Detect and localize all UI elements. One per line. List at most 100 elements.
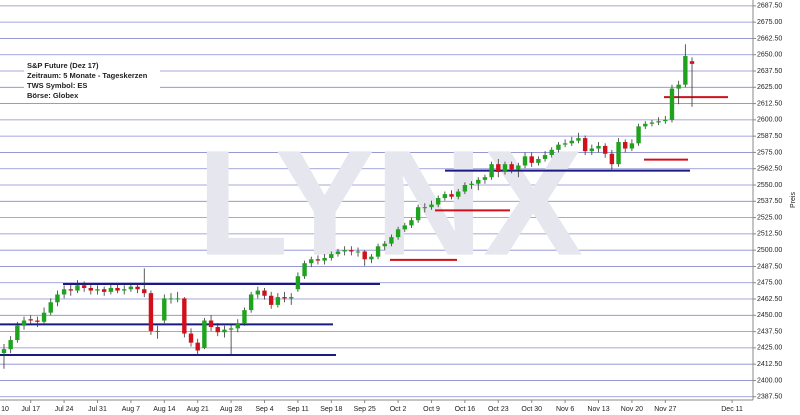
candle-body	[41, 312, 47, 322]
candle-body	[322, 257, 327, 261]
candle-body	[509, 164, 514, 170]
y-tick-label: 2387.50	[757, 394, 782, 401]
candle-body	[649, 122, 655, 124]
candle-body	[643, 123, 648, 127]
x-tick-label: Oct 16	[455, 406, 476, 413]
y-tick-label: 2650.00	[757, 52, 782, 59]
candle-body	[222, 329, 227, 333]
candle-body	[549, 149, 554, 156]
candle-body	[362, 251, 367, 260]
candle-body	[115, 287, 120, 291]
info-line: Börse: Globex	[27, 91, 79, 100]
y-tick-label: 2462.50	[757, 296, 782, 303]
candle-body	[188, 333, 194, 343]
candle-body	[75, 285, 80, 291]
y-tick-label: 2575.00	[757, 149, 782, 156]
x-tick-label: Oct 2	[390, 406, 407, 413]
x-tick-label: Oct 23	[488, 406, 509, 413]
candle-body	[623, 142, 628, 149]
x-tick-label: Aug 14	[153, 406, 175, 413]
candle-body	[95, 289, 100, 291]
candle-body	[282, 297, 287, 299]
candle-body	[369, 256, 374, 260]
candle-body	[683, 56, 688, 85]
candle-body	[375, 246, 381, 257]
candle-body	[228, 328, 234, 330]
candle-body	[476, 179, 481, 184]
watermark: LYNX	[197, 119, 583, 287]
y-tick-label: 2562.50	[757, 166, 782, 173]
y-tick-label: 2425.00	[757, 345, 782, 352]
candle-body	[449, 194, 454, 197]
info-line: Zeitraum: 5 Monate - Tageskerzen	[27, 71, 148, 80]
y-tick-label: 2450.00	[757, 312, 782, 319]
candle-body	[676, 84, 681, 89]
candle-body	[61, 289, 67, 295]
candle-body	[496, 164, 501, 172]
candle-body	[409, 220, 414, 226]
x-tick-label: Jul 31	[88, 406, 107, 413]
chart-title: S&P Future (Dez 17)	[27, 61, 99, 70]
candle-body	[429, 204, 434, 208]
candle-body	[516, 165, 521, 170]
x-tick-label: Oct 9	[423, 406, 440, 413]
x-tick-label: 10	[1, 406, 9, 413]
candle-body	[309, 259, 314, 264]
candle-body	[182, 298, 187, 334]
y-tick-label: 2525.00	[757, 214, 782, 221]
candle-body	[462, 185, 468, 192]
candle-body	[162, 298, 167, 321]
candle-body	[389, 237, 394, 244]
candle-body	[562, 143, 568, 145]
candle-body	[456, 191, 461, 197]
x-tick-label: Sep 18	[320, 406, 342, 413]
x-tick-label: Sep 25	[354, 406, 376, 413]
x-tick-label: Nov 6	[556, 406, 574, 413]
candle-body	[576, 138, 581, 141]
x-tick-label: Sep 4	[255, 406, 273, 413]
candle-body	[268, 295, 274, 305]
candle-body	[135, 286, 140, 290]
candle-body	[21, 320, 27, 326]
x-tick-label: Jul 24	[55, 406, 74, 413]
candle-body	[669, 88, 675, 120]
candle-body	[556, 144, 561, 150]
candle-body	[242, 310, 247, 324]
y-tick-label: 2662.50	[757, 35, 782, 42]
candle-body	[596, 145, 601, 149]
candle-body	[542, 155, 548, 159]
candle-body	[81, 285, 87, 288]
candle-body	[422, 207, 428, 209]
candle-body	[609, 153, 615, 165]
candle-body	[315, 259, 321, 261]
candle-body	[469, 183, 474, 186]
candle-body	[636, 126, 641, 144]
candle-body	[68, 289, 73, 291]
y-tick-label: 2512.50	[757, 231, 782, 238]
candle-body	[295, 276, 301, 290]
candle-body	[28, 319, 33, 321]
candle-body	[142, 289, 147, 294]
candle-body	[489, 164, 494, 178]
y-tick-label: 2437.50	[757, 328, 782, 335]
x-tick-label: Nov 27	[654, 406, 676, 413]
candle-body	[275, 297, 281, 305]
candle-body	[289, 297, 294, 299]
candle-body	[342, 250, 347, 252]
candle-body	[155, 330, 160, 332]
candle-body	[382, 243, 387, 247]
x-tick-label: Jul 17	[21, 406, 40, 413]
info-line: TWS Symbol: ES	[27, 81, 87, 90]
y-tick-label: 2587.50	[757, 133, 782, 140]
candle-body	[536, 158, 541, 163]
candle-body	[101, 289, 107, 292]
candle-body	[88, 287, 94, 291]
x-tick-label: Nov 20	[621, 406, 643, 413]
candle-body	[15, 325, 20, 341]
y-tick-label: 2600.00	[757, 117, 782, 124]
candle-body	[349, 250, 354, 252]
y-tick-label: 2550.00	[757, 182, 782, 189]
y-tick-label: 2637.50	[757, 68, 782, 75]
x-tick-label: Aug 21	[187, 406, 209, 413]
